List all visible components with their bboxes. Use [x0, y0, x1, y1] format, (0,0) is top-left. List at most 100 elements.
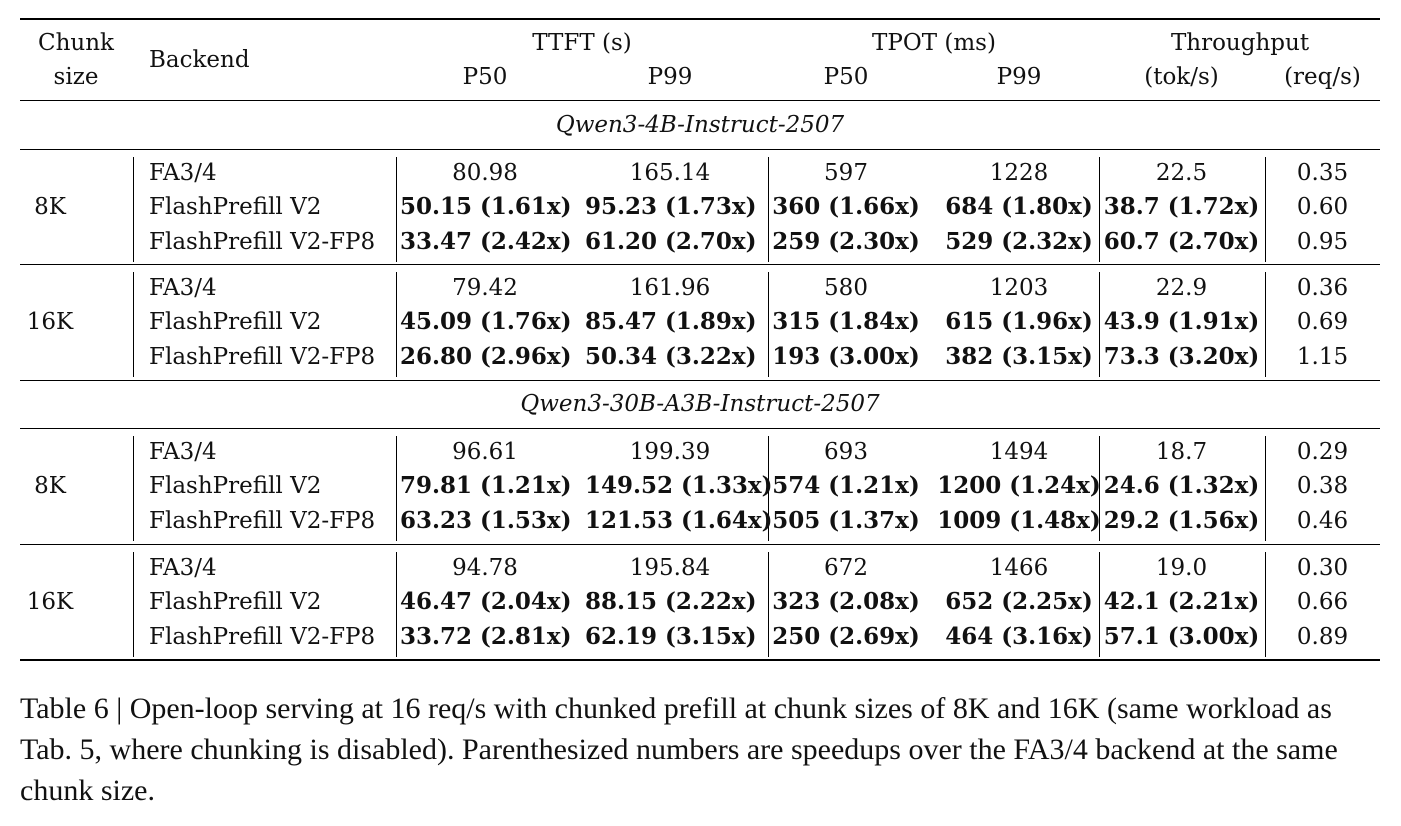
tpot-p50-cell: 574 (1.21x) [772, 472, 920, 500]
header-req-s: (req/s) [1284, 64, 1361, 90]
tok-s-cell: 19.0 [1155, 555, 1208, 581]
group-rule [20, 264, 1380, 265]
ttft-p99-cell: 199.39 [629, 439, 711, 465]
req-s-cell: 0.38 [1296, 473, 1349, 500]
section-title: Qwen3-4B-Instruct-2507 [555, 112, 845, 138]
column-rule [1099, 436, 1100, 541]
tpot-p99-cell: 615 (1.96x) [945, 308, 1093, 336]
table-caption: Table 6 | Open-loop serving at 16 req/s … [20, 692, 1338, 807]
column-rule [768, 157, 769, 262]
column-rule [396, 436, 397, 541]
column-rule [768, 552, 769, 657]
column-rule [1265, 157, 1266, 262]
ttft-p99-cell: 121.53 (1.64x) [585, 506, 773, 534]
header-tok-s: (tok/s) [1144, 64, 1219, 90]
backend-cell: FA3/4 [149, 160, 217, 186]
header-tpot-p99: P99 [996, 64, 1042, 90]
backend-cell: FlashPrefill V2 [149, 589, 322, 616]
section-rule [20, 380, 1380, 381]
header-ttft: TTFT (s) [532, 30, 632, 56]
column-rule [1265, 436, 1266, 541]
req-s-cell: 0.66 [1296, 589, 1349, 616]
tpot-p50-cell: 597 [824, 160, 868, 186]
tok-s-cell: 38.7 (1.72x) [1103, 193, 1260, 221]
req-s-cell: 1.15 [1296, 343, 1349, 370]
ttft-p99-cell: 88.15 (2.22x) [585, 588, 757, 616]
section-rule [20, 149, 1380, 150]
tok-s-cell: 22.5 [1155, 160, 1208, 186]
column-rule [1265, 272, 1266, 377]
ttft-p50-cell: 26.80 (2.96x) [400, 342, 572, 370]
tpot-p99-cell: 684 (1.80x) [945, 193, 1093, 221]
header-tpot-p50: P50 [823, 64, 869, 90]
column-rule [396, 272, 397, 377]
ttft-p50-cell: 46.47 (2.04x) [400, 588, 572, 616]
ttft-p99-cell: 165.14 [629, 160, 711, 186]
tpot-p99-cell: 652 (2.25x) [945, 588, 1093, 616]
req-s-cell: 0.29 [1296, 439, 1349, 465]
ttft-p50-cell: 96.61 [452, 439, 518, 465]
backend-cell: FlashPrefill V2-FP8 [149, 343, 376, 370]
req-s-cell: 0.69 [1296, 309, 1349, 336]
ttft-p50-cell: 33.72 (2.81x) [400, 622, 572, 650]
header-throughput: Throughput [1170, 30, 1310, 56]
header-ttft-p99: P99 [647, 64, 693, 90]
backend-cell: FlashPrefill V2 [149, 309, 322, 336]
req-s-cell: 0.60 [1296, 194, 1349, 221]
top-rule [20, 18, 1380, 20]
tpot-p50-cell: 360 (1.66x) [772, 193, 920, 221]
ttft-p99-cell: 149.52 (1.33x) [585, 472, 773, 500]
tpot-p50-cell: 505 (1.37x) [772, 506, 920, 534]
column-rule [396, 157, 397, 262]
ttft-p99-cell: 61.20 (2.70x) [585, 227, 757, 255]
column-rule [133, 436, 134, 541]
backend-cell: FA3/4 [149, 555, 217, 581]
group-rule [20, 544, 1380, 545]
tpot-p50-cell: 315 (1.84x) [772, 308, 920, 336]
req-s-cell: 0.95 [1296, 228, 1349, 255]
column-rule [133, 552, 134, 657]
ttft-p50-cell: 79.42 [452, 275, 518, 301]
tpot-p50-cell: 580 [824, 275, 868, 301]
backend-cell: FlashPrefill V2 [149, 194, 322, 221]
tpot-p99-cell: 1494 [989, 439, 1049, 465]
tok-s-cell: 73.3 (3.20x) [1103, 342, 1260, 370]
column-rule [133, 157, 134, 262]
tok-s-cell: 42.1 (2.21x) [1103, 588, 1260, 616]
backend-cell: FlashPrefill V2-FP8 [149, 507, 376, 534]
ttft-p99-cell: 85.47 (1.89x) [585, 308, 757, 336]
req-s-cell: 0.46 [1296, 507, 1349, 534]
tpot-p99-cell: 1009 (1.48x) [937, 506, 1101, 534]
column-rule [396, 552, 397, 657]
backend-cell: FlashPrefill V2-FP8 [149, 228, 376, 255]
column-rule [1099, 272, 1100, 377]
req-s-cell: 0.36 [1296, 275, 1349, 301]
tpot-p50-cell: 672 [824, 555, 868, 581]
results-table: Chunk size Backend TTFT (s) TPOT (ms) Th… [20, 0, 1380, 662]
backend-cell: FA3/4 [149, 275, 217, 301]
header-backend: Backend [149, 47, 250, 73]
header-chunk-size: Chunk size [38, 30, 114, 90]
tpot-p99-cell: 1466 [989, 555, 1049, 581]
ttft-p50-cell: 80.98 [452, 160, 518, 186]
tpot-p99-cell: 529 (2.32x) [945, 227, 1093, 255]
req-s-cell: 0.89 [1296, 623, 1349, 650]
column-rule [1099, 552, 1100, 657]
tok-s-cell: 60.7 (2.70x) [1103, 227, 1260, 255]
tpot-p99-cell: 1228 [989, 160, 1049, 186]
tok-s-cell: 43.9 (1.91x) [1103, 308, 1260, 336]
ttft-p99-cell: 95.23 (1.73x) [585, 193, 757, 221]
ttft-p50-cell: 50.15 (1.61x) [400, 193, 572, 221]
ttft-p50-cell: 45.09 (1.76x) [400, 308, 572, 336]
ttft-p99-cell: 50.34 (3.22x) [585, 342, 757, 370]
ttft-p99-cell: 62.19 (3.15x) [585, 622, 757, 650]
tpot-p99-cell: 1200 (1.24x) [937, 472, 1101, 500]
column-rule [1099, 157, 1100, 262]
ttft-p50-cell: 63.23 (1.53x) [400, 506, 572, 534]
tok-s-cell: 24.6 (1.32x) [1103, 472, 1260, 500]
bottom-rule [20, 659, 1380, 661]
tpot-p50-cell: 259 (2.30x) [772, 227, 920, 255]
column-rule [1265, 552, 1266, 657]
tok-s-cell: 57.1 (3.00x) [1103, 622, 1260, 650]
tpot-p50-cell: 193 (3.00x) [772, 342, 920, 370]
